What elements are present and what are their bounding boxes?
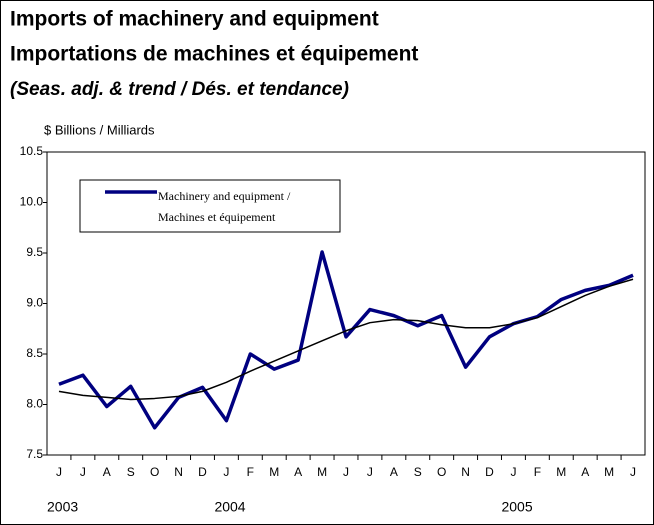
legend — [79, 179, 341, 233]
x-tick-label: A — [581, 465, 589, 479]
x-tick-label: A — [294, 465, 302, 479]
x-tick-label: M — [556, 465, 566, 479]
x-tick-label: J — [367, 465, 373, 479]
year-label: 2005 — [501, 499, 532, 515]
x-tick-label: J — [223, 465, 229, 479]
y-tick-label: 10.5 — [20, 144, 44, 158]
y-tick-label: 9.5 — [26, 245, 43, 259]
y-axis-label: $ Billions / Milliards — [44, 122, 155, 137]
x-tick-label: M — [269, 465, 279, 479]
x-tick-label: F — [247, 465, 254, 479]
y-tick-label: 9.0 — [26, 296, 43, 310]
x-tick-label: J — [80, 465, 86, 479]
y-tick-label: 7.5 — [26, 447, 43, 461]
x-tick-label: A — [390, 465, 398, 479]
series-line — [58, 250, 634, 430]
x-tick-label: N — [461, 465, 470, 479]
year-label: 2003 — [47, 499, 78, 515]
chart-title: Imports of machinery and equipment — [10, 8, 379, 31]
x-tick-label: J — [630, 465, 636, 479]
x-tick-label: F — [534, 465, 541, 479]
x-tick-label: S — [127, 465, 135, 479]
x-tick-label: N — [174, 465, 183, 479]
x-tick-label: S — [414, 465, 422, 479]
legend-label: Machinery and equipment / Machines et éq… — [158, 189, 291, 224]
x-tick-label: J — [56, 465, 62, 479]
x-tick-label: M — [317, 465, 327, 479]
x-tick-label: M — [604, 465, 614, 479]
series-line — [58, 278, 634, 401]
chart-subtitle: (Seas. adj. & trend / Dés. et tendance) — [10, 79, 349, 100]
x-tick-label: D — [485, 465, 494, 479]
y-tick-label: 8.5 — [26, 346, 43, 360]
x-tick-label: D — [198, 465, 207, 479]
y-tick-label: 10.0 — [20, 195, 44, 209]
y-tick-label: 8.0 — [26, 397, 43, 411]
x-tick-label: A — [103, 465, 111, 479]
year-label: 2004 — [214, 499, 245, 515]
x-tick-label: J — [343, 465, 349, 479]
x-tick-label: J — [510, 465, 516, 479]
x-tick-label: O — [437, 465, 446, 479]
chart-title-fr: Importations de machines et équipement — [10, 43, 418, 66]
x-tick-label: O — [150, 465, 159, 479]
